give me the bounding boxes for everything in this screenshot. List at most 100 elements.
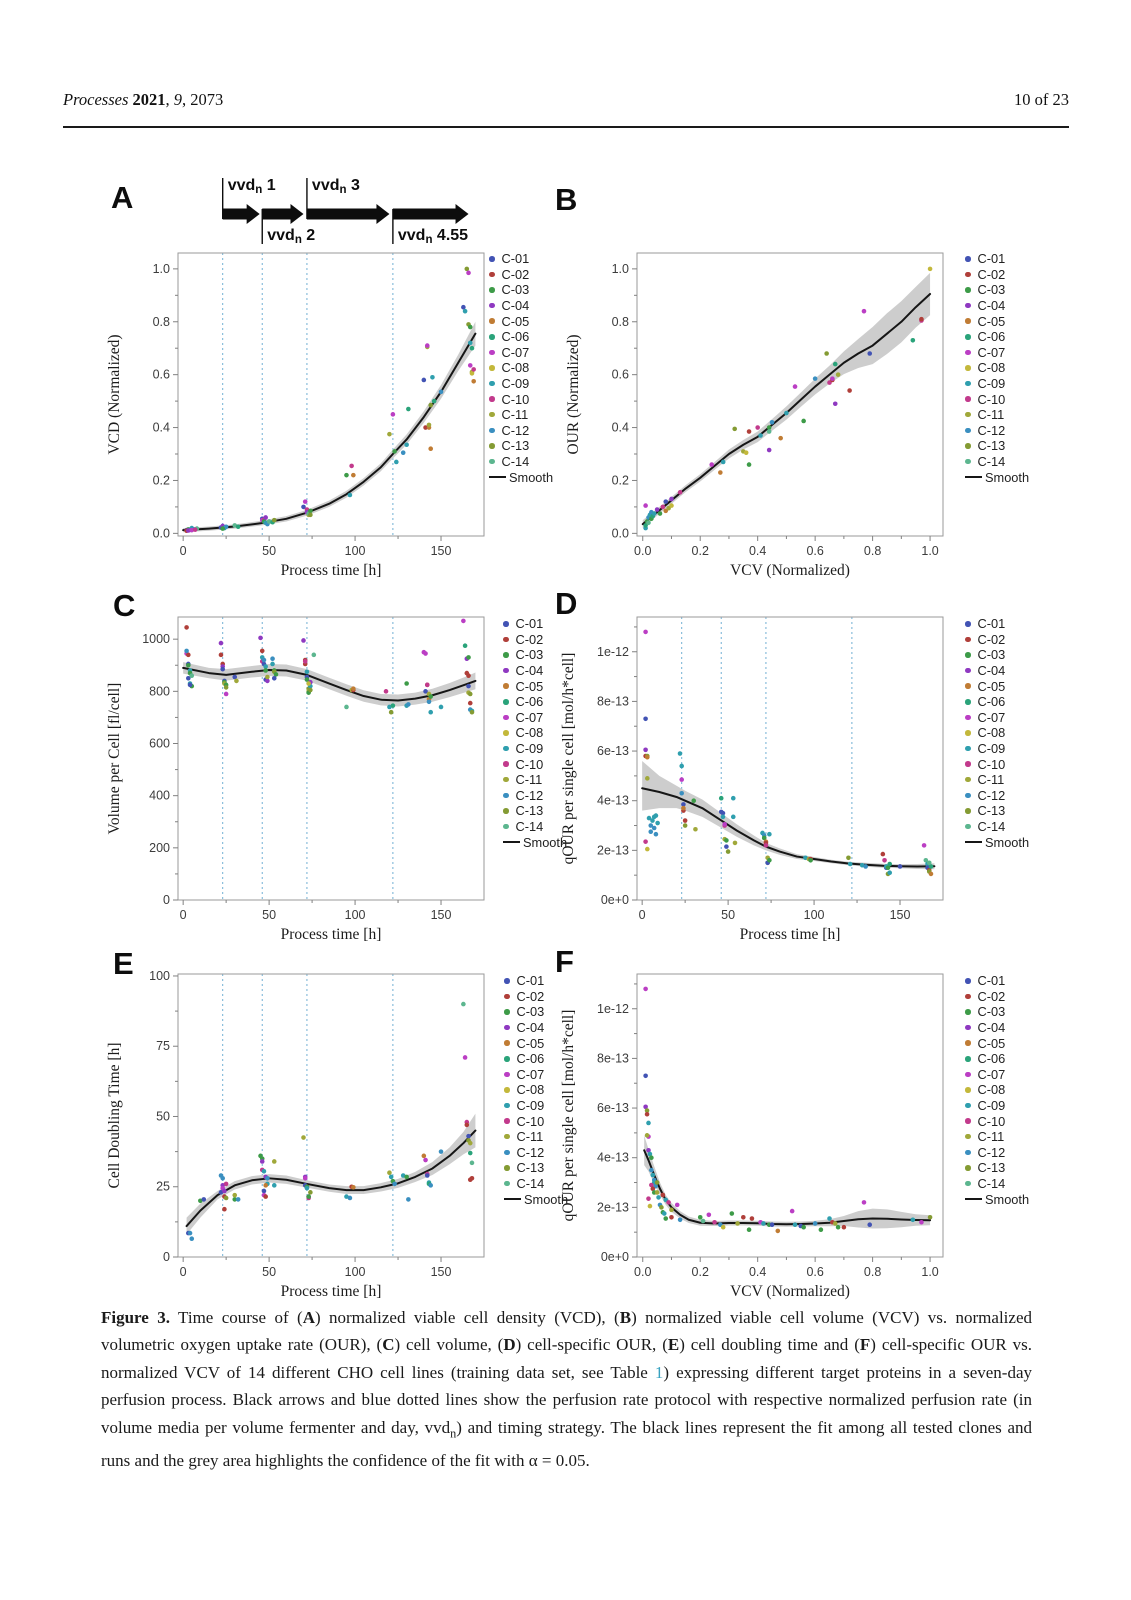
legend-item: C-06 [965,1051,1029,1067]
text-segment: ) expressing different target proteins i… [101,1362,1032,1437]
data-point [258,635,263,641]
legend-item: C-09 [504,1098,568,1114]
legend-item: C-01 [965,616,1029,632]
data-point [424,682,430,688]
protocol-arrow [262,204,304,224]
legend-item-label: C-08 [501,360,530,376]
y-tick-label: 0.6 [153,368,170,382]
legend-color-dot [965,978,971,984]
data-point [682,818,688,823]
data-point [669,1214,674,1220]
x-tick-label: 100 [345,544,366,558]
data-point [647,1151,653,1157]
data-point [270,656,275,662]
legend-item: C-03 [965,1004,1029,1020]
data-point [428,694,434,699]
data-point [271,1159,277,1164]
legend-item: C-05 [489,313,553,329]
data-point [654,1180,660,1185]
data-point [273,672,279,677]
legend-color-dot [965,1071,971,1078]
text-segment: B [619,1308,632,1327]
x-tick-label: 0.8 [864,544,881,558]
data-point [423,689,428,694]
data-point [469,345,475,351]
legend-color-dot [503,730,509,736]
legend-color-dot [965,302,971,309]
data-point [693,826,698,832]
legend-item: C-05 [965,1035,1029,1051]
legend-item: C-04 [503,663,567,679]
protocol-arrow [306,204,390,224]
text-segment: , 2073 [182,90,224,109]
legend-color-dot [965,621,971,627]
data-point [186,528,191,533]
data-point [469,371,475,376]
data-point [265,674,270,680]
legend-color-dot [965,365,971,371]
legend-item-label: C-12 [516,1144,545,1160]
text-segment: E [667,1335,680,1355]
legend-color-dot [965,271,971,278]
y-tick-label: 600 [149,737,170,751]
y-axis-title: OUR (Normalized) [565,334,582,454]
data-point [424,343,430,348]
data-point [467,340,473,346]
data-point [749,1216,755,1221]
legend-item-label: C-09 [977,376,1006,392]
data-point [222,1188,227,1194]
confidence-band [183,321,476,533]
text-segment: ) cell volume, ( [394,1335,504,1355]
legend-color-dot [504,1087,510,1093]
data-point [421,1153,427,1159]
confidence-band [642,272,931,529]
legend-color-dot [965,349,971,356]
legend-item-label: C-06 [515,694,544,710]
data-point [928,864,934,869]
data-point [643,716,648,722]
legend-item: C-06 [503,694,567,710]
legend-color-dot [965,667,971,674]
data-point [464,1122,470,1128]
data-point [801,418,806,424]
x-tick-label: 0 [180,908,187,922]
legend-item-label: C-01 [977,973,1006,989]
legend-color-dot [503,621,509,627]
legend-item: C-09 [965,741,1029,757]
legend-item: C-03 [504,1004,568,1020]
legend-color-dot [965,745,971,752]
data-point [222,1206,227,1212]
data-point [466,673,471,678]
legend-item: C-11 [965,407,1029,423]
data-point [383,689,389,694]
data-point [392,1181,397,1187]
data-point [467,363,473,368]
data-point [682,823,688,828]
data-point [301,504,306,510]
chart-our-vs-vcv: 0.0 0.2 0.4 0.6 0.8 1.0 VCV (Normalized) 0.0 0.2… [565,252,944,579]
protocol-vlines [681,617,853,900]
data-point [885,865,891,871]
data-point [720,810,726,816]
data-point [645,846,650,852]
legend-color-dot [504,1071,510,1078]
data-point [218,652,224,658]
text-segment: D [503,1335,516,1355]
legend-color-dot [965,761,971,767]
text-segment: Processes [63,90,129,109]
legend-panel-e: C-01 C-02 C-03 C-04 C-05 C-06 C-07 C-08 C-09 C-10… [504,973,568,1207]
data-point [304,669,310,675]
text-segment: ) cell-specific OUR, ( [515,1335,668,1355]
x-tick-label: 50 [721,908,735,922]
legend-item: C-08 [965,725,1029,741]
x-axis-title: VCV (Normalized) [730,1283,850,1300]
data-point [724,838,729,843]
data-point [271,1183,277,1188]
table-1-link[interactable]: 1 [654,1362,664,1382]
legend-item: C-08 [489,360,553,376]
legend-color-dot [504,1102,510,1109]
data-point [743,450,749,455]
smooth-line-sample [489,476,506,479]
data-point [304,677,310,682]
data-point [351,472,356,478]
